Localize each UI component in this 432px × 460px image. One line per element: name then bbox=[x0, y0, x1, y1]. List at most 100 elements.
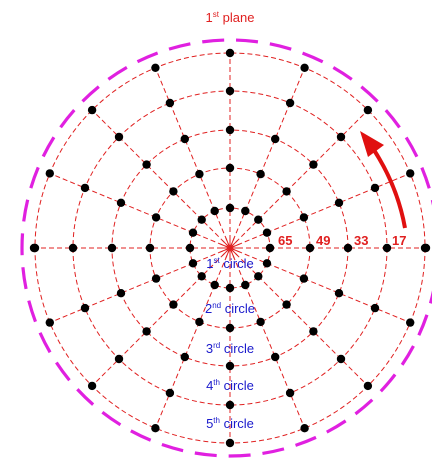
grid-node bbox=[195, 317, 204, 327]
index-label-17: 17 bbox=[392, 233, 406, 248]
grid-node bbox=[197, 272, 206, 281]
grid-node bbox=[370, 183, 380, 193]
circle-label-5: 5th circle bbox=[206, 416, 254, 431]
grid-node bbox=[45, 169, 54, 178]
grid-node bbox=[107, 243, 117, 253]
rotation-arrow bbox=[372, 148, 407, 229]
grid-node bbox=[300, 424, 309, 433]
grid-spoke-6 bbox=[154, 67, 231, 249]
grid-node bbox=[334, 198, 344, 207]
index-label-65: 65 bbox=[278, 233, 292, 248]
grid-node bbox=[254, 215, 263, 224]
circle-label-3: 3rd circle bbox=[206, 341, 254, 356]
plane-title-num: 1 bbox=[206, 10, 213, 25]
grid-node bbox=[151, 213, 161, 222]
grid-node bbox=[363, 105, 373, 115]
center-ray bbox=[225, 247, 231, 259]
grid-node bbox=[165, 98, 175, 108]
grid-node bbox=[151, 274, 161, 283]
grid-node bbox=[309, 160, 318, 169]
grid-spoke-2 bbox=[229, 172, 411, 249]
grid-node bbox=[188, 228, 198, 237]
grid-node bbox=[45, 318, 54, 327]
outer-plane-boundary bbox=[20, 38, 432, 458]
circle-labels: 1st circle 2nd circle 3rd circle 4th cir… bbox=[205, 256, 255, 431]
grid-node bbox=[282, 300, 291, 309]
circle-label-4: 4th circle bbox=[206, 378, 254, 393]
index-labels: 65 49 33 17 bbox=[278, 233, 406, 248]
grid-node bbox=[151, 63, 160, 72]
grid-node bbox=[142, 327, 151, 336]
grid-node bbox=[262, 228, 272, 237]
grid-node bbox=[225, 438, 235, 448]
grid-node bbox=[343, 243, 353, 253]
circle-label-2: 2nd circle bbox=[205, 301, 255, 316]
grid-node bbox=[256, 317, 265, 327]
grid-node bbox=[142, 160, 151, 169]
grid-node bbox=[262, 259, 272, 268]
grid-node bbox=[363, 381, 373, 391]
grid-node bbox=[225, 48, 235, 58]
grid-spoke-11 bbox=[91, 247, 231, 387]
circle-label-1: 1st circle bbox=[206, 256, 253, 271]
grid-spoke-15 bbox=[229, 247, 369, 387]
grid-node bbox=[225, 361, 235, 371]
grid-node bbox=[225, 400, 235, 410]
center-ray bbox=[229, 237, 235, 249]
grid-node bbox=[165, 388, 175, 398]
grid-node bbox=[197, 215, 206, 224]
grid-node bbox=[300, 63, 309, 72]
grid-node bbox=[80, 183, 90, 193]
center-ray bbox=[219, 243, 231, 249]
grid-node bbox=[185, 243, 195, 253]
grid-node bbox=[282, 187, 291, 196]
grid-node bbox=[145, 243, 155, 253]
grid-node bbox=[285, 98, 295, 108]
grid-node bbox=[305, 243, 315, 253]
grid-node bbox=[241, 206, 250, 216]
grid-node bbox=[114, 132, 124, 142]
grid-node bbox=[114, 354, 124, 364]
grid-spoke-10 bbox=[49, 247, 231, 324]
grid-node bbox=[210, 206, 219, 216]
grid-node bbox=[241, 280, 250, 290]
grid-node bbox=[406, 169, 415, 178]
grid-node bbox=[382, 243, 392, 253]
grid-spoke-12 bbox=[154, 247, 231, 429]
grid-node bbox=[299, 274, 309, 283]
grid-node bbox=[421, 243, 431, 253]
center-ray bbox=[221, 239, 231, 249]
grid-node bbox=[299, 213, 309, 222]
index-label-33: 33 bbox=[354, 233, 368, 248]
grid-node bbox=[370, 303, 380, 313]
grid-node bbox=[180, 134, 189, 144]
rotation-arrowhead bbox=[360, 131, 384, 157]
center-ray bbox=[221, 247, 231, 257]
grid-node bbox=[334, 289, 344, 298]
grid-spoke-8 bbox=[49, 172, 231, 249]
grid-node bbox=[169, 300, 178, 309]
grid-node bbox=[87, 381, 97, 391]
center-ray bbox=[229, 247, 235, 259]
center-ray bbox=[225, 237, 231, 249]
grid-node bbox=[210, 280, 219, 290]
plane-title-rest: plane bbox=[219, 10, 254, 25]
grid-node bbox=[254, 272, 263, 281]
grid-node bbox=[271, 134, 280, 144]
grid-node bbox=[29, 243, 39, 253]
grid-spoke-3 bbox=[229, 109, 369, 249]
center-ray bbox=[229, 239, 239, 249]
grid-node bbox=[169, 187, 178, 196]
grid-spoke-14 bbox=[229, 247, 306, 429]
grid-node bbox=[180, 352, 189, 362]
grid-node bbox=[225, 323, 235, 333]
grid-spoke-16 bbox=[229, 247, 411, 324]
grid-node bbox=[336, 354, 346, 364]
grid-node bbox=[225, 203, 235, 213]
grid-node bbox=[225, 86, 235, 96]
grid-node bbox=[116, 289, 126, 298]
center-ray bbox=[229, 243, 241, 249]
grid-node bbox=[336, 132, 346, 142]
grid-node bbox=[406, 318, 415, 327]
